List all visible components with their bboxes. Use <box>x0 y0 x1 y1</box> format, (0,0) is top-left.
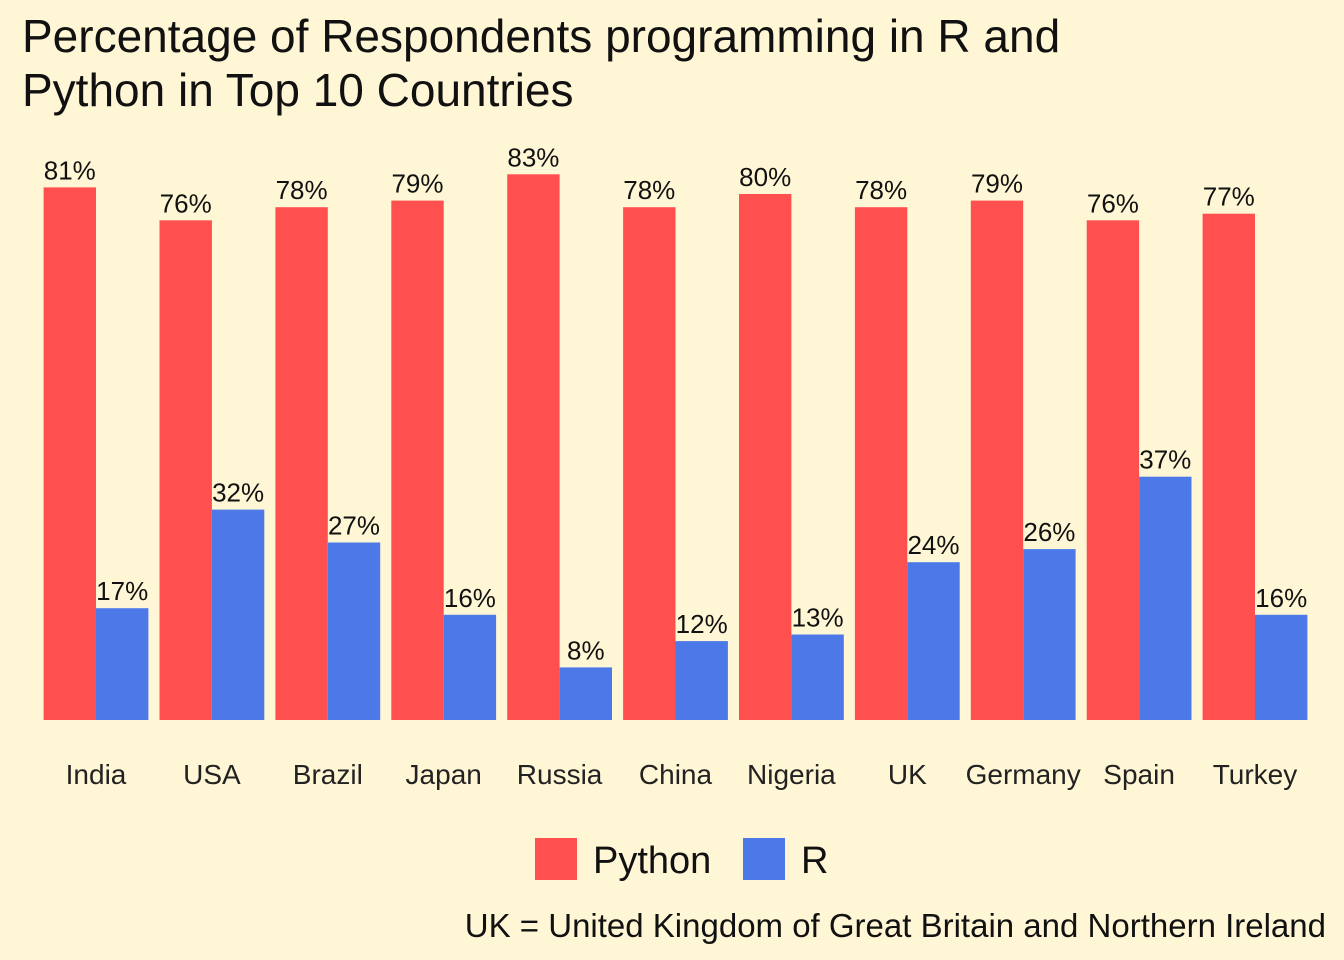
bar-r-spain <box>1139 476 1192 720</box>
value-label-python-japan: 79% <box>391 169 443 199</box>
bar-r-germany <box>1023 549 1076 720</box>
value-label-r-india: 17% <box>96 576 148 606</box>
value-label-python-spain: 76% <box>1087 188 1139 218</box>
x-tick-label-turkey: Turkey <box>1213 759 1298 790</box>
x-tick-label-germany: Germany <box>966 759 1081 790</box>
bar-r-usa <box>211 509 265 720</box>
x-tick-label-india: India <box>66 759 127 790</box>
value-label-python-russia: 83% <box>507 142 559 172</box>
bar-python-uk <box>854 207 908 720</box>
legend: Python R <box>535 838 828 882</box>
value-label-python-germany: 79% <box>971 169 1023 199</box>
x-tick-label-nigeria: Nigeria <box>747 759 836 790</box>
bar-python-india <box>43 187 96 720</box>
value-label-r-usa: 32% <box>212 478 264 508</box>
bar-r-nigeria <box>791 634 844 720</box>
bar-r-brazil <box>327 542 381 720</box>
legend-label-r: R <box>801 840 828 882</box>
value-label-r-nigeria: 13% <box>792 603 844 633</box>
chart-caption: UK = United Kingdom of Great Britain and… <box>465 907 1326 944</box>
bar-python-japan <box>391 200 444 721</box>
bar-r-india <box>96 608 149 720</box>
x-tick-label-brazil: Brazil <box>293 759 363 790</box>
x-axis-tick-labels: India USA Brazil Japan Russia China Nigeria UK G… <box>66 759 1298 790</box>
bar-r-russia <box>559 667 612 720</box>
value-label-r-brazil: 27% <box>328 511 380 541</box>
legend-swatch-python <box>535 838 577 880</box>
value-label-python-india: 81% <box>44 155 96 185</box>
value-label-python-turkey: 77% <box>1203 182 1255 212</box>
bar-python-brazil <box>275 207 328 720</box>
value-label-r-turkey: 16% <box>1255 583 1307 613</box>
value-label-r-china: 12% <box>676 609 728 639</box>
legend-label-python: Python <box>593 840 711 882</box>
value-label-python-nigeria: 80% <box>739 162 791 192</box>
bar-python-nigeria <box>739 194 792 720</box>
value-labels-layer: 81% 17% 76% 32% 78% 27% 79% 16% 83% 8% 78% 12% 80% 13… <box>44 142 1307 665</box>
x-tick-label-spain: Spain <box>1103 759 1175 790</box>
value-label-r-japan: 16% <box>444 583 496 613</box>
value-label-python-usa: 76% <box>160 188 212 218</box>
bar-python-germany <box>970 200 1024 721</box>
value-label-r-russia: 8% <box>567 635 605 665</box>
legend-swatch-r <box>743 838 785 880</box>
bar-r-uk <box>907 562 960 720</box>
bar-r-japan <box>443 614 497 720</box>
bar-r-china <box>675 641 728 720</box>
bar-python-spain <box>1086 220 1140 721</box>
x-tick-label-usa: USA <box>183 759 241 790</box>
value-label-r-uk: 24% <box>907 530 959 560</box>
value-label-r-germany: 26% <box>1023 517 1075 547</box>
bar-python-china <box>623 207 676 720</box>
chart-title-line-1: Percentage of Respondents programming in… <box>22 10 1060 62</box>
value-label-python-uk: 78% <box>855 175 907 205</box>
bar-python-russia <box>507 174 560 721</box>
value-label-python-brazil: 78% <box>276 175 328 205</box>
x-tick-label-uk: UK <box>888 759 927 790</box>
bar-r-turkey <box>1255 614 1308 720</box>
bars-layer <box>43 174 1308 721</box>
x-tick-label-russia: Russia <box>517 759 603 790</box>
value-label-r-spain: 37% <box>1139 445 1191 475</box>
value-label-python-china: 78% <box>623 175 675 205</box>
chart-title-line-2: Python in Top 10 Countries <box>22 64 574 116</box>
x-tick-label-japan: Japan <box>406 759 482 790</box>
bar-python-usa <box>159 220 212 721</box>
x-tick-label-china: China <box>639 759 713 790</box>
bar-python-turkey <box>1202 213 1255 720</box>
